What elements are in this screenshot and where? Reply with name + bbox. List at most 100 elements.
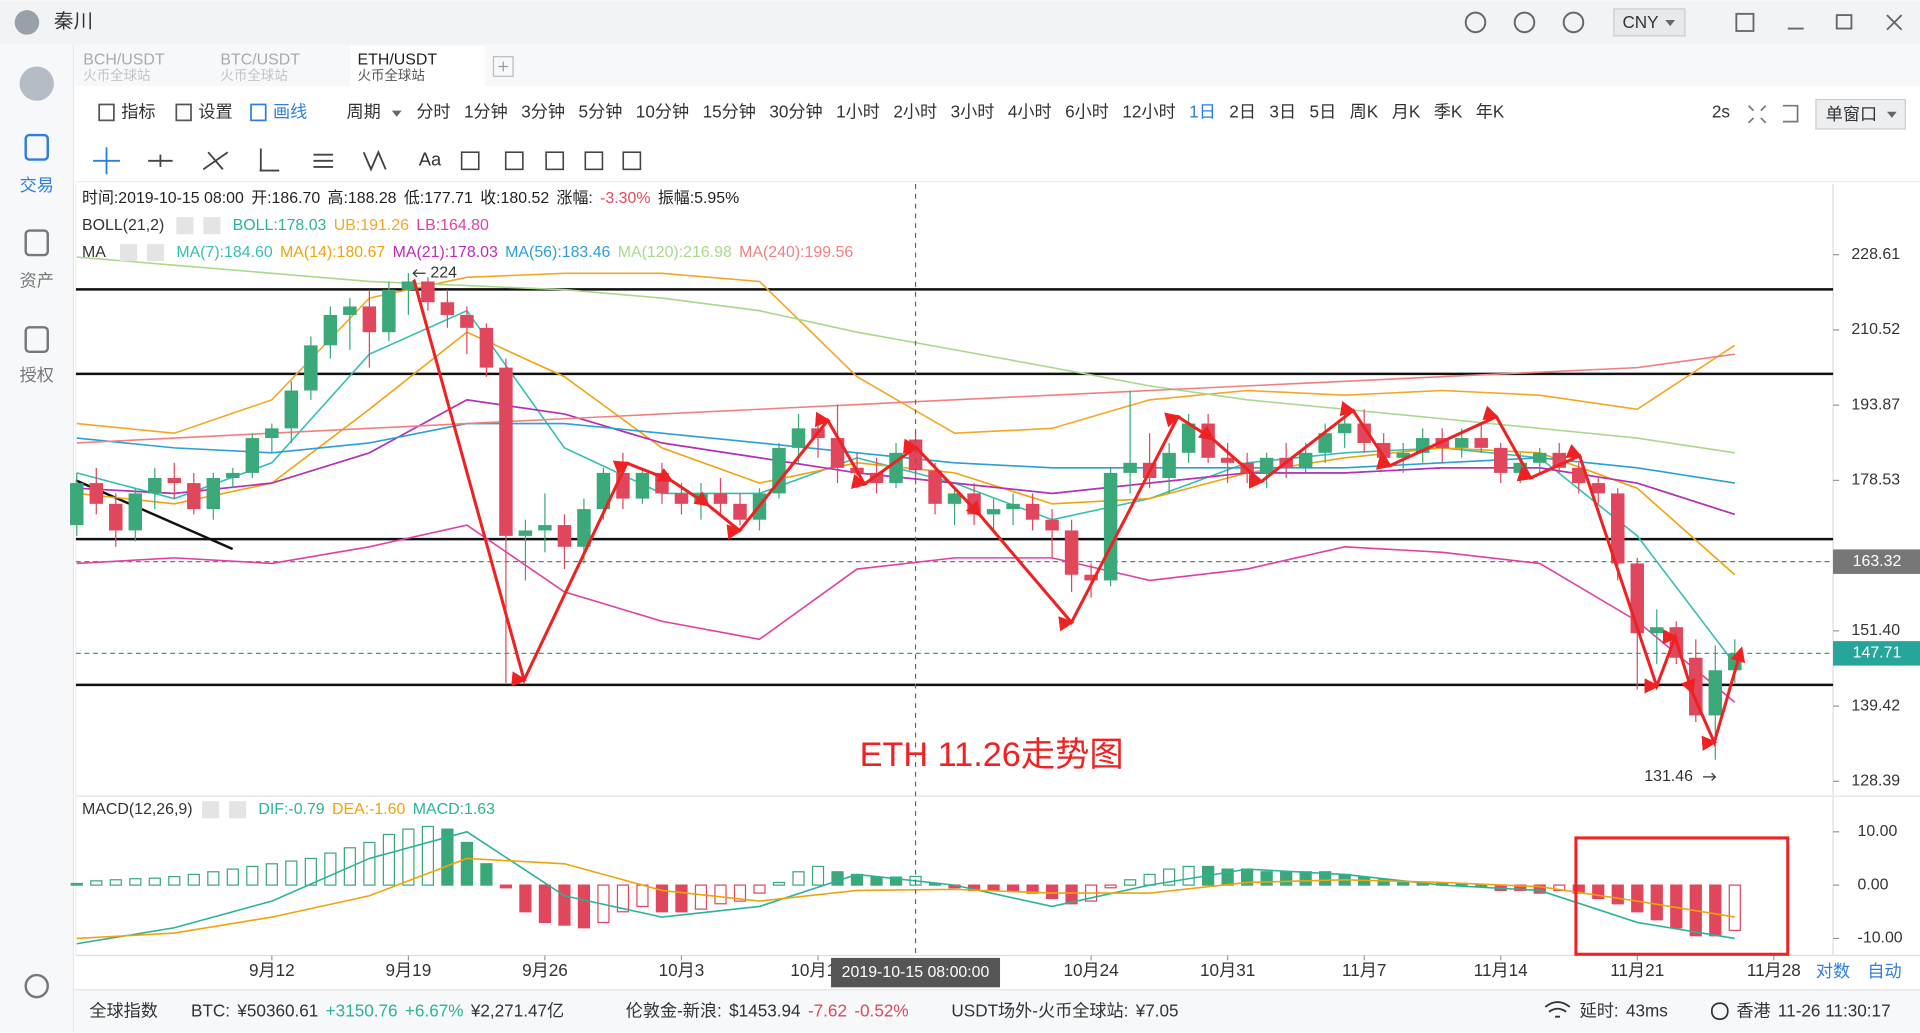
interval-button[interactable]: 10分钟 (636, 102, 689, 122)
period-label[interactable]: 周期 (347, 102, 381, 122)
sidebar-icon[interactable] (24, 326, 49, 354)
top-icon[interactable] (1513, 11, 1536, 34)
tab-exchange[interactable]: 火币全球站 (358, 67, 425, 83)
macd-bar (1260, 871, 1273, 886)
top-icon[interactable] (1464, 11, 1487, 34)
draw-tool[interactable] (622, 151, 642, 171)
interval-button[interactable]: 年K (1476, 102, 1505, 122)
fullscreen-icon[interactable] (1747, 105, 1767, 124)
tab-pair[interactable]: BTC/USDT (220, 52, 300, 69)
interval-button[interactable]: 30分钟 (769, 102, 822, 122)
macd-bar (1045, 884, 1059, 900)
crosshair-tool[interactable] (93, 147, 120, 175)
macd-bar (402, 828, 415, 886)
interval-button[interactable]: 3小时 (951, 102, 995, 122)
window-icon[interactable] (1735, 12, 1755, 32)
legend-settings[interactable] (176, 217, 194, 235)
restore[interactable] (1835, 14, 1853, 30)
tool-button[interactable]: 指标 (121, 102, 155, 122)
draw-tool[interactable] (313, 153, 334, 168)
x-tick-label: 10月24 (1063, 960, 1119, 980)
interval-button[interactable]: 6小时 (1065, 102, 1109, 122)
candle-body (1259, 457, 1274, 473)
sidebar-icon[interactable] (24, 133, 49, 161)
macd-bar (675, 884, 688, 913)
status-item: BTC: (191, 1000, 230, 1020)
close[interactable] (1886, 14, 1903, 31)
interval-button[interactable]: 5分钟 (579, 102, 623, 122)
interval-button[interactable]: 1日 (1189, 102, 1216, 122)
macd-bar (1553, 884, 1566, 892)
interval-button[interactable]: 2小时 (893, 102, 937, 122)
macd-bar (1065, 884, 1078, 905)
candle-body (1630, 563, 1644, 634)
top-icon[interactable] (1562, 11, 1585, 34)
refresh-rate[interactable]: 2s (1712, 102, 1730, 122)
settings-icon[interactable] (24, 973, 49, 999)
axis-button[interactable]: 对数 (1816, 961, 1850, 981)
y-tick-label: 0.00 (1858, 876, 1889, 893)
legend-close[interactable] (228, 801, 247, 819)
macd-bar (811, 865, 825, 886)
interval-button[interactable]: 周K (1350, 102, 1379, 122)
interval-button[interactable]: 15分钟 (703, 102, 756, 122)
macd-bar (1123, 879, 1137, 886)
legend-settings[interactable] (120, 244, 138, 262)
macd-bar (129, 878, 142, 886)
macd-bar (363, 841, 376, 886)
interval-button[interactable]: 4小时 (1008, 102, 1052, 122)
tool-button[interactable]: 画线 (273, 102, 307, 122)
draw-tool[interactable] (584, 151, 604, 171)
macd-bar (519, 884, 532, 913)
interval-button[interactable]: 2日 (1229, 102, 1256, 122)
candle-body (148, 477, 162, 494)
y-tick-label: 193.87 (1851, 396, 1900, 413)
y-tick-label: 10.00 (1858, 823, 1898, 840)
draw-tool[interactable] (202, 151, 229, 171)
candle-body (1123, 462, 1137, 473)
interval-button[interactable]: 12小时 (1122, 102, 1175, 122)
sidebar-label[interactable]: 授权 (20, 365, 54, 385)
candle-body (245, 438, 260, 473)
candle-body (479, 327, 494, 368)
draw-tool[interactable] (460, 151, 480, 171)
interval-button[interactable]: 1分钟 (464, 102, 508, 122)
legend-settings[interactable] (202, 801, 220, 819)
interval-button[interactable]: 1小时 (836, 102, 880, 122)
draw-tool[interactable] (259, 148, 280, 172)
interval-button[interactable]: 月K (1392, 102, 1421, 122)
macd-bar (1319, 871, 1332, 886)
legend-close[interactable] (146, 244, 165, 262)
sidebar-icon[interactable] (24, 229, 49, 257)
interval-button[interactable]: 季K (1434, 102, 1463, 122)
interval-button[interactable]: 5日 (1310, 102, 1337, 122)
sidebar-label[interactable]: 资产 (20, 271, 54, 291)
tab-pair[interactable]: ETH/USDT (358, 52, 438, 69)
candle-body (1025, 503, 1040, 520)
macd-bar (577, 884, 591, 929)
candle-body (616, 472, 630, 499)
draw-tool[interactable] (148, 154, 173, 167)
interval-button[interactable]: 3分钟 (521, 102, 565, 122)
draw-tool[interactable] (362, 149, 387, 172)
tab-exchange[interactable]: 火币全球站 (220, 67, 287, 83)
interval-button[interactable]: 3日 (1269, 102, 1296, 122)
tool-button[interactable]: 设置 (198, 102, 232, 122)
tab-exchange[interactable]: 火币全球站 (83, 67, 150, 83)
macd-line (76, 857, 1735, 940)
text-tool[interactable]: Aa (419, 149, 442, 170)
draw-tool[interactable] (504, 151, 524, 171)
tab-add[interactable] (492, 56, 514, 77)
candle-body (1006, 503, 1020, 510)
macd-bar (499, 884, 513, 889)
screenshot-icon[interactable] (1782, 104, 1799, 123)
tab-pair[interactable]: BCH/USDT (83, 52, 165, 69)
interval-button[interactable]: 分时 (416, 102, 450, 122)
draw-tool[interactable] (545, 151, 565, 171)
sidebar-label[interactable]: 交易 (20, 175, 54, 195)
legend-close[interactable] (203, 217, 221, 235)
candle-body (538, 525, 552, 531)
candle-body (928, 470, 942, 504)
tab-active (350, 45, 485, 87)
axis-button[interactable]: 自动 (1867, 961, 1901, 981)
